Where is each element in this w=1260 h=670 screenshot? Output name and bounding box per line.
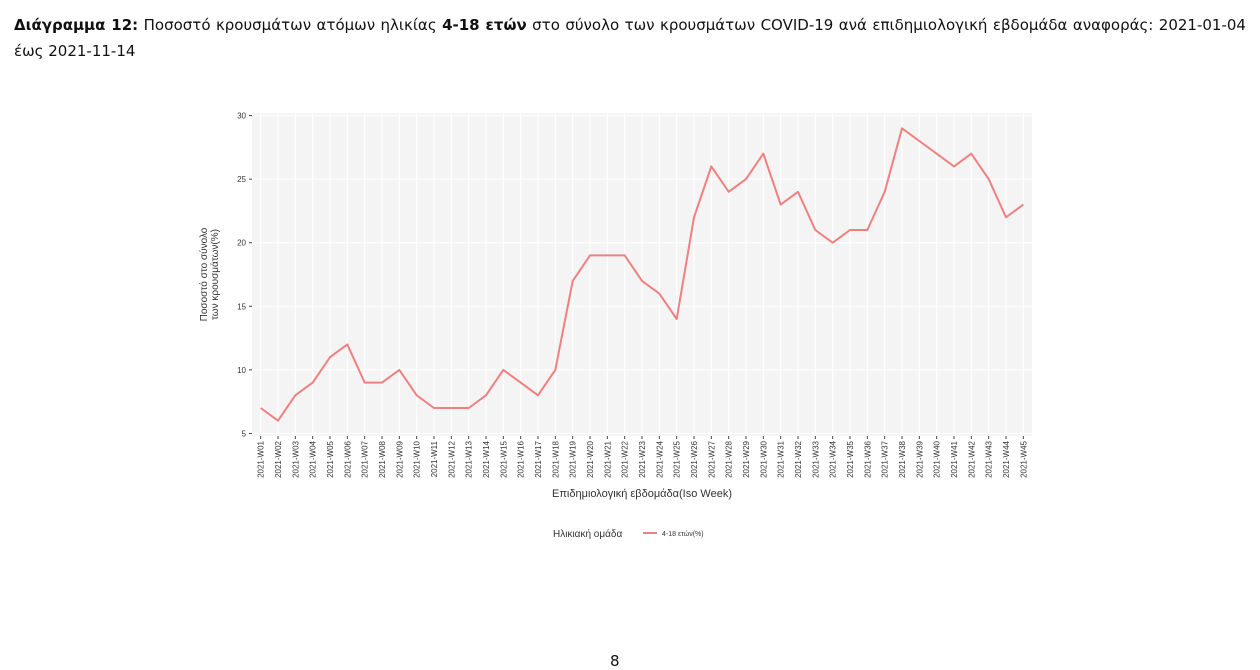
y-tick-label: 30 bbox=[237, 112, 246, 121]
x-tick-label: 2021-W06 bbox=[343, 440, 352, 477]
y-tick-label: 20 bbox=[237, 239, 246, 248]
x-tick-label: 2021-W07 bbox=[361, 440, 370, 477]
x-axis-title: Επιδημιολογική εβδομάδα(Iso Week) bbox=[552, 488, 732, 500]
x-tick-label: 2021-W34 bbox=[829, 440, 838, 477]
y-tick-label: 5 bbox=[242, 429, 247, 438]
y-axis-title-line: Ποσοστό στο σύνολο bbox=[198, 227, 210, 321]
x-tick-label: 2021-W14 bbox=[482, 440, 491, 477]
caption: Διάγραμμα 12: Ποσοστό κρουσμάτων ατόμων … bbox=[14, 12, 1246, 64]
x-tick-label: 2021-W09 bbox=[395, 440, 404, 477]
x-tick-label: 2021-W17 bbox=[534, 440, 543, 477]
x-tick-label: 2021-W11 bbox=[430, 440, 439, 477]
x-tick-label: 2021-W13 bbox=[465, 440, 474, 477]
x-tick-label: 2021-W12 bbox=[447, 440, 456, 477]
caption-label: Διάγραμμα 12: bbox=[14, 16, 139, 34]
y-axis-title-line: των κρουσμάτων(%) bbox=[209, 229, 221, 320]
x-tick-label: 2021-W42 bbox=[967, 440, 976, 477]
x-tick-label: 2021-W25 bbox=[673, 440, 682, 477]
x-tick-label: 2021-W19 bbox=[569, 440, 578, 477]
x-tick-label: 2021-W22 bbox=[621, 440, 630, 477]
x-tick-label: 2021-W18 bbox=[551, 440, 560, 477]
x-tick-label: 2021-W10 bbox=[413, 440, 422, 477]
x-tick-label: 2021-W27 bbox=[707, 440, 716, 477]
x-tick-label: 2021-W15 bbox=[499, 440, 508, 477]
x-tick-label: 2021-W02 bbox=[274, 440, 283, 477]
y-tick-label: 15 bbox=[237, 302, 246, 311]
x-tick-label: 2021-W35 bbox=[846, 440, 855, 477]
x-tick-label: 2021-W36 bbox=[863, 440, 872, 477]
x-tick-label: 2021-W21 bbox=[603, 440, 612, 477]
x-tick-label: 2021-W30 bbox=[759, 440, 768, 477]
x-tick-label: 2021-W03 bbox=[291, 440, 300, 477]
caption-bold: 4-18 ετών bbox=[442, 16, 527, 34]
x-tick-label: 2021-W41 bbox=[950, 440, 959, 477]
x-tick-label: 2021-W32 bbox=[794, 440, 803, 477]
x-tick-label: 2021-W04 bbox=[309, 440, 318, 477]
x-tick-label: 2021-W28 bbox=[725, 440, 734, 477]
legend-label: 4-18 ετών(%) bbox=[662, 530, 704, 538]
x-tick-label: 2021-W40 bbox=[933, 440, 942, 477]
chart: 5 10 15 20 25 30 2021-W01 2021-W02 2021-W03 2021-… bbox=[198, 112, 1032, 540]
x-tick-label: 2021-W39 bbox=[915, 440, 924, 477]
x-tick-label: 2021-W26 bbox=[690, 440, 699, 477]
y-axis-title: Ποσοστό στο σύνολοτων κρουσμάτων(%) bbox=[198, 227, 221, 321]
x-tick-label: 2021-W20 bbox=[586, 440, 595, 477]
y-tick-label: 25 bbox=[237, 175, 246, 184]
x-tick-label: 2021-W33 bbox=[811, 440, 820, 477]
x-tick-label: 2021-W24 bbox=[655, 440, 664, 477]
x-tick-label: 2021-W43 bbox=[985, 440, 994, 477]
page-number: 8 bbox=[610, 652, 620, 670]
line-series bbox=[260, 127, 1024, 422]
x-tick-label: 2021-W08 bbox=[378, 440, 387, 477]
x-tick-label: 2021-W37 bbox=[881, 440, 890, 477]
x-tick-label: 2021-W29 bbox=[742, 440, 751, 477]
x-tick-label: 2021-W16 bbox=[517, 440, 526, 477]
x-tick-label: 2021-W05 bbox=[326, 440, 335, 477]
x-tick-label: 2021-W45 bbox=[1019, 440, 1028, 477]
y-tick-label: 10 bbox=[237, 366, 246, 375]
x-tick-label: 2021-W23 bbox=[638, 440, 647, 477]
x-tick-label: 2021-W01 bbox=[257, 440, 266, 477]
x-tick-label: 2021-W38 bbox=[898, 440, 907, 477]
legend-title: Ηλικιακή ομάδα bbox=[553, 528, 622, 540]
caption-text: Ποσοστό κρουσμάτων ατόμων ηλικίας bbox=[143, 16, 437, 34]
caption-text: στο σύνολο των κρουσμάτων COVID-19 ανά ε… bbox=[14, 16, 1246, 60]
x-tick-label: 2021-W31 bbox=[777, 440, 786, 477]
x-tick-label: 2021-W44 bbox=[1002, 440, 1011, 477]
